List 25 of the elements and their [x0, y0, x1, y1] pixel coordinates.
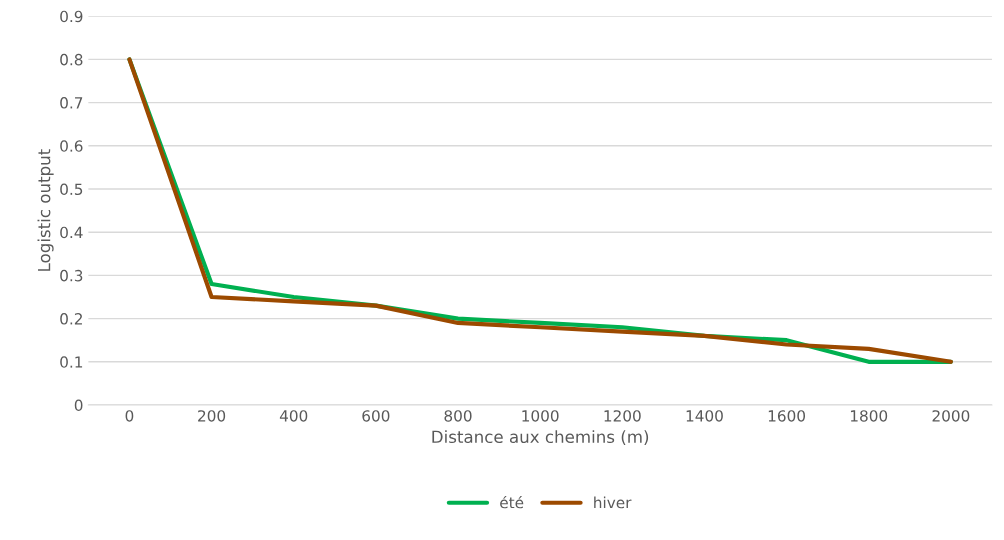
x-tick-label: 200 — [198, 410, 226, 422]
y-tick-label: 0.6 — [60, 140, 83, 152]
y-axis-title: Logistic output — [37, 149, 54, 271]
x-tick-label: 1000 — [522, 410, 559, 422]
y-tick-label: 0.9 — [60, 10, 83, 23]
y-tick-label: 0.5 — [60, 183, 83, 196]
legend-label: été — [500, 495, 524, 509]
y-tick-label: 0.7 — [60, 97, 83, 109]
legend-label: hiver — [594, 496, 632, 509]
x-tick-label: 800 — [444, 410, 472, 422]
y-tick-label: 0.1 — [60, 356, 83, 368]
x-tick-label: 0 — [125, 410, 134, 422]
y-tick-label: 0.4 — [60, 226, 83, 239]
x-tick-label: 1800 — [850, 410, 888, 422]
x-axis-title: Distance aux chemins (m) — [432, 430, 649, 446]
x-tick-label: 2000 — [932, 410, 970, 422]
x-tick-label: 1400 — [686, 410, 723, 422]
x-tick-label: 600 — [362, 410, 390, 422]
y-tick-label: 0.8 — [60, 53, 83, 66]
x-tick-label: 400 — [279, 410, 308, 422]
y-tick-label: 0.3 — [60, 269, 83, 282]
y-tick-label: 0 — [74, 399, 83, 412]
y-tick-label: 0.2 — [60, 313, 82, 325]
x-tick-label: 1200 — [604, 410, 641, 422]
x-tick-label: 1600 — [768, 410, 806, 422]
